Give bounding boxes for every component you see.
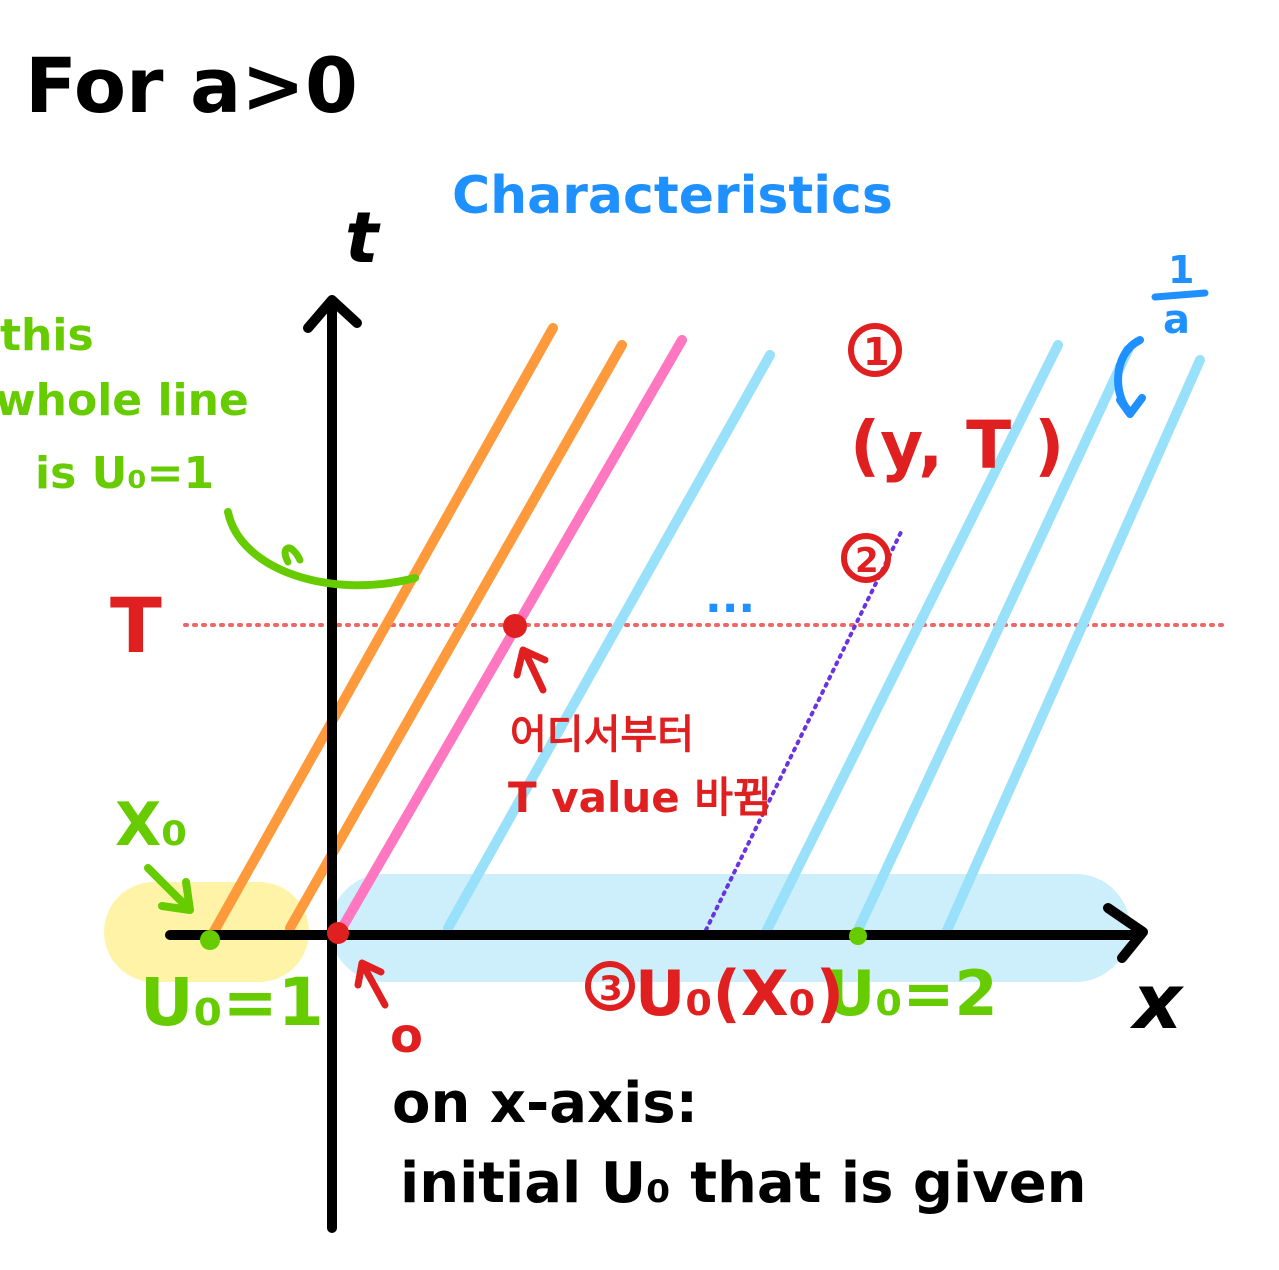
korean-note-line-1: 어디서부터 <box>510 712 694 758</box>
circle-1-ring <box>848 323 902 377</box>
bottom-note-line-2: initial U₀ that is given <box>400 1151 1087 1216</box>
origin-label: o <box>390 1008 423 1064</box>
u0-x0-label: U₀(X₀) <box>635 957 844 1030</box>
green-curved-arrow <box>224 508 419 590</box>
slope-numerator: 1 <box>1168 248 1194 292</box>
characteristic-line-orange-2 <box>285 340 627 933</box>
x-axis-label: x <box>1129 957 1184 1046</box>
point-x0 <box>200 930 220 950</box>
circle-3-number: 3 <box>599 969 623 1009</box>
characteristic-line-blue-1 <box>443 350 775 933</box>
characteristic-line-blue-2 <box>762 340 1063 935</box>
slope-arrow <box>1114 336 1146 418</box>
back-trace-dotted-line <box>704 526 905 932</box>
u0-right-label: U₀=2 <box>825 957 998 1030</box>
t-axis-arrowhead <box>303 295 362 333</box>
T-label: T <box>110 581 162 670</box>
blue-band-u0-2 <box>330 874 1130 982</box>
characteristic-line-blue-3 <box>853 345 1133 935</box>
x0-label: X₀ <box>115 790 188 860</box>
red-arrow-to-T-point <box>513 646 549 694</box>
green-note-line-2: whole line <box>0 375 249 426</box>
u0-left-label: U₀=1 <box>140 964 324 1041</box>
point-origin <box>327 922 349 944</box>
circle-3-ring <box>585 961 635 1011</box>
t-axis-label: t <box>345 197 381 279</box>
coord-y-T: (y, T ) <box>850 407 1064 484</box>
circle-2-number: 2 <box>855 541 879 581</box>
point-green-right <box>849 927 867 945</box>
slope-fraction-bar <box>1151 289 1209 301</box>
bottom-note-line-1: on x-axis: <box>392 1071 698 1136</box>
heading: Characteristics <box>452 166 893 226</box>
characteristic-line-pink <box>333 335 687 940</box>
green-note-line-3: is U₀=1 <box>35 448 214 499</box>
ellipsis-dots: ... <box>705 572 755 623</box>
title: For a>0 <box>25 41 358 130</box>
red-arrow-to-origin <box>354 959 389 1009</box>
point-pink-at-T <box>503 614 527 638</box>
green-curl <box>281 544 304 566</box>
characteristic-line-orange-1 <box>207 323 558 940</box>
green-arrow-to-x0 <box>144 864 194 914</box>
slope-denominator: a <box>1163 297 1190 343</box>
circle-2-ring <box>841 533 891 583</box>
circle-1-number: 1 <box>863 330 889 374</box>
characteristic-line-blue-4 <box>940 355 1205 940</box>
green-note-line-1: this <box>0 310 94 361</box>
x-axis-arrowhead <box>1103 903 1148 963</box>
korean-note-line-2: T value 바뀜 <box>508 773 772 822</box>
